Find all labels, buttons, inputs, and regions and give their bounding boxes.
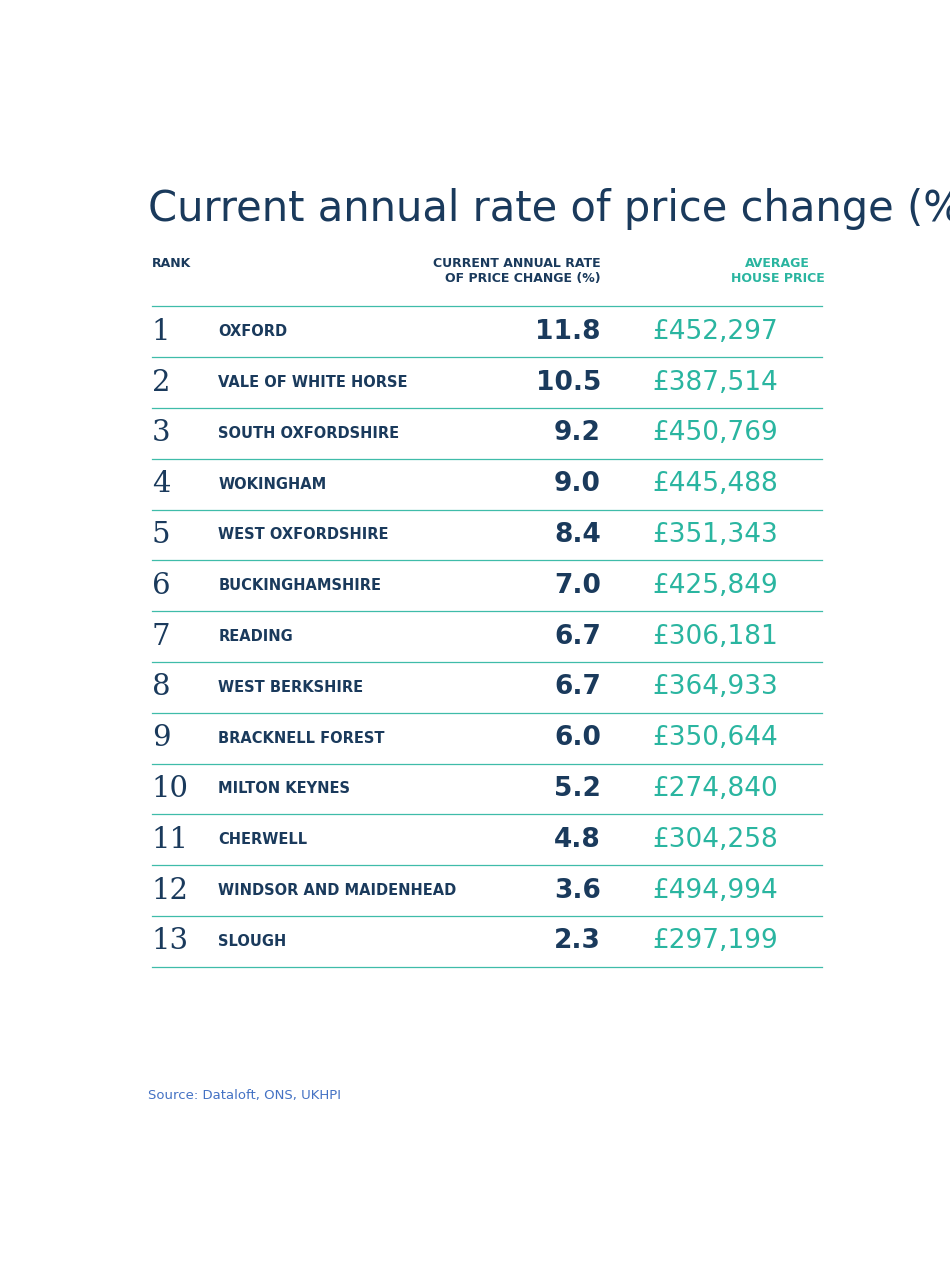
Text: 13: 13 [152, 927, 189, 955]
Text: 11.8: 11.8 [536, 319, 601, 344]
Text: £351,343: £351,343 [652, 522, 778, 548]
Text: Source: Dataloft, ONS, UKHPI: Source: Dataloft, ONS, UKHPI [148, 1089, 341, 1102]
Text: 6.7: 6.7 [554, 623, 601, 649]
Text: 1: 1 [152, 317, 170, 346]
Text: WEST OXFORDSHIRE: WEST OXFORDSHIRE [218, 527, 389, 543]
Text: £452,297: £452,297 [652, 319, 778, 344]
Text: 7: 7 [152, 622, 170, 650]
Text: £306,181: £306,181 [652, 623, 778, 649]
Text: BRACKNELL FOREST: BRACKNELL FOREST [218, 731, 385, 746]
Text: BUCKINGHAMSHIRE: BUCKINGHAMSHIRE [218, 579, 381, 593]
Text: AVERAGE
HOUSE PRICE: AVERAGE HOUSE PRICE [731, 257, 825, 285]
Text: READING: READING [218, 628, 293, 644]
Text: 10: 10 [152, 774, 189, 803]
Text: £387,514: £387,514 [652, 370, 778, 396]
Text: SOUTH OXFORDSHIRE: SOUTH OXFORDSHIRE [218, 426, 399, 440]
Text: £350,644: £350,644 [652, 726, 778, 751]
Text: 5: 5 [152, 521, 170, 549]
Text: Current annual rate of price change (%): Current annual rate of price change (%) [148, 188, 950, 230]
Text: 3: 3 [152, 420, 170, 447]
Text: 4.8: 4.8 [554, 827, 601, 852]
Text: CHERWELL: CHERWELL [218, 832, 307, 847]
Text: £425,849: £425,849 [652, 572, 778, 599]
Text: £304,258: £304,258 [652, 827, 778, 852]
Text: £445,488: £445,488 [652, 471, 778, 497]
Text: 8.4: 8.4 [554, 522, 601, 548]
Text: 10.5: 10.5 [536, 370, 601, 396]
Text: 2.3: 2.3 [554, 928, 601, 955]
Text: RANK: RANK [152, 257, 191, 270]
Text: 8: 8 [152, 673, 170, 701]
Text: 7.0: 7.0 [554, 572, 601, 599]
Text: £450,769: £450,769 [652, 420, 778, 447]
Text: 9.0: 9.0 [554, 471, 601, 497]
Text: WEST BERKSHIRE: WEST BERKSHIRE [218, 680, 363, 695]
Text: 9.2: 9.2 [554, 420, 601, 447]
Text: 12: 12 [152, 877, 189, 905]
Text: 2: 2 [152, 369, 170, 397]
Text: 5.2: 5.2 [554, 776, 601, 803]
Text: CURRENT ANNUAL RATE
OF PRICE CHANGE (%): CURRENT ANNUAL RATE OF PRICE CHANGE (%) [433, 257, 601, 285]
Text: 6.7: 6.7 [554, 675, 601, 700]
Text: £494,994: £494,994 [652, 878, 778, 904]
Text: £274,840: £274,840 [652, 776, 778, 803]
Text: 3.6: 3.6 [554, 878, 601, 904]
Text: 6.0: 6.0 [554, 726, 601, 751]
Text: MILTON KEYNES: MILTON KEYNES [218, 781, 351, 796]
Text: £297,199: £297,199 [652, 928, 778, 955]
Text: 9: 9 [152, 724, 170, 753]
Text: OXFORD: OXFORD [218, 324, 287, 339]
Text: VALE OF WHITE HORSE: VALE OF WHITE HORSE [218, 375, 408, 390]
Text: 4: 4 [152, 470, 170, 498]
Text: £364,933: £364,933 [652, 675, 778, 700]
Text: SLOUGH: SLOUGH [218, 934, 286, 948]
Text: 6: 6 [152, 572, 170, 600]
Text: WOKINGHAM: WOKINGHAM [218, 476, 327, 492]
Text: 11: 11 [152, 826, 189, 854]
Text: WINDSOR AND MAIDENHEAD: WINDSOR AND MAIDENHEAD [218, 883, 456, 899]
